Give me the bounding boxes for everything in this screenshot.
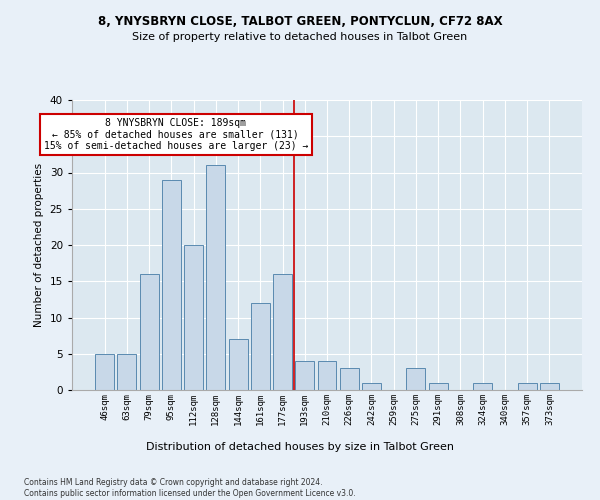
Text: 8 YNYSBRYN CLOSE: 189sqm
← 85% of detached houses are smaller (131)
15% of semi-: 8 YNYSBRYN CLOSE: 189sqm ← 85% of detach… — [44, 118, 308, 152]
Y-axis label: Number of detached properties: Number of detached properties — [34, 163, 44, 327]
Bar — [518, 383, 536, 390]
Bar — [206, 165, 225, 390]
Bar — [273, 274, 292, 390]
Bar — [162, 180, 181, 390]
Bar — [429, 383, 448, 390]
Bar — [540, 383, 559, 390]
Text: Size of property relative to detached houses in Talbot Green: Size of property relative to detached ho… — [133, 32, 467, 42]
Bar — [340, 368, 359, 390]
Bar — [229, 339, 248, 390]
Bar — [362, 383, 381, 390]
Bar — [251, 303, 270, 390]
Bar — [140, 274, 158, 390]
Bar — [473, 383, 492, 390]
Bar — [295, 361, 314, 390]
Bar — [406, 368, 425, 390]
Text: 8, YNYSBRYN CLOSE, TALBOT GREEN, PONTYCLUN, CF72 8AX: 8, YNYSBRYN CLOSE, TALBOT GREEN, PONTYCL… — [98, 15, 502, 28]
Bar — [184, 245, 203, 390]
Text: Distribution of detached houses by size in Talbot Green: Distribution of detached houses by size … — [146, 442, 454, 452]
Text: Contains HM Land Registry data © Crown copyright and database right 2024.
Contai: Contains HM Land Registry data © Crown c… — [24, 478, 356, 498]
Bar — [95, 354, 114, 390]
Bar — [118, 354, 136, 390]
Bar — [317, 361, 337, 390]
